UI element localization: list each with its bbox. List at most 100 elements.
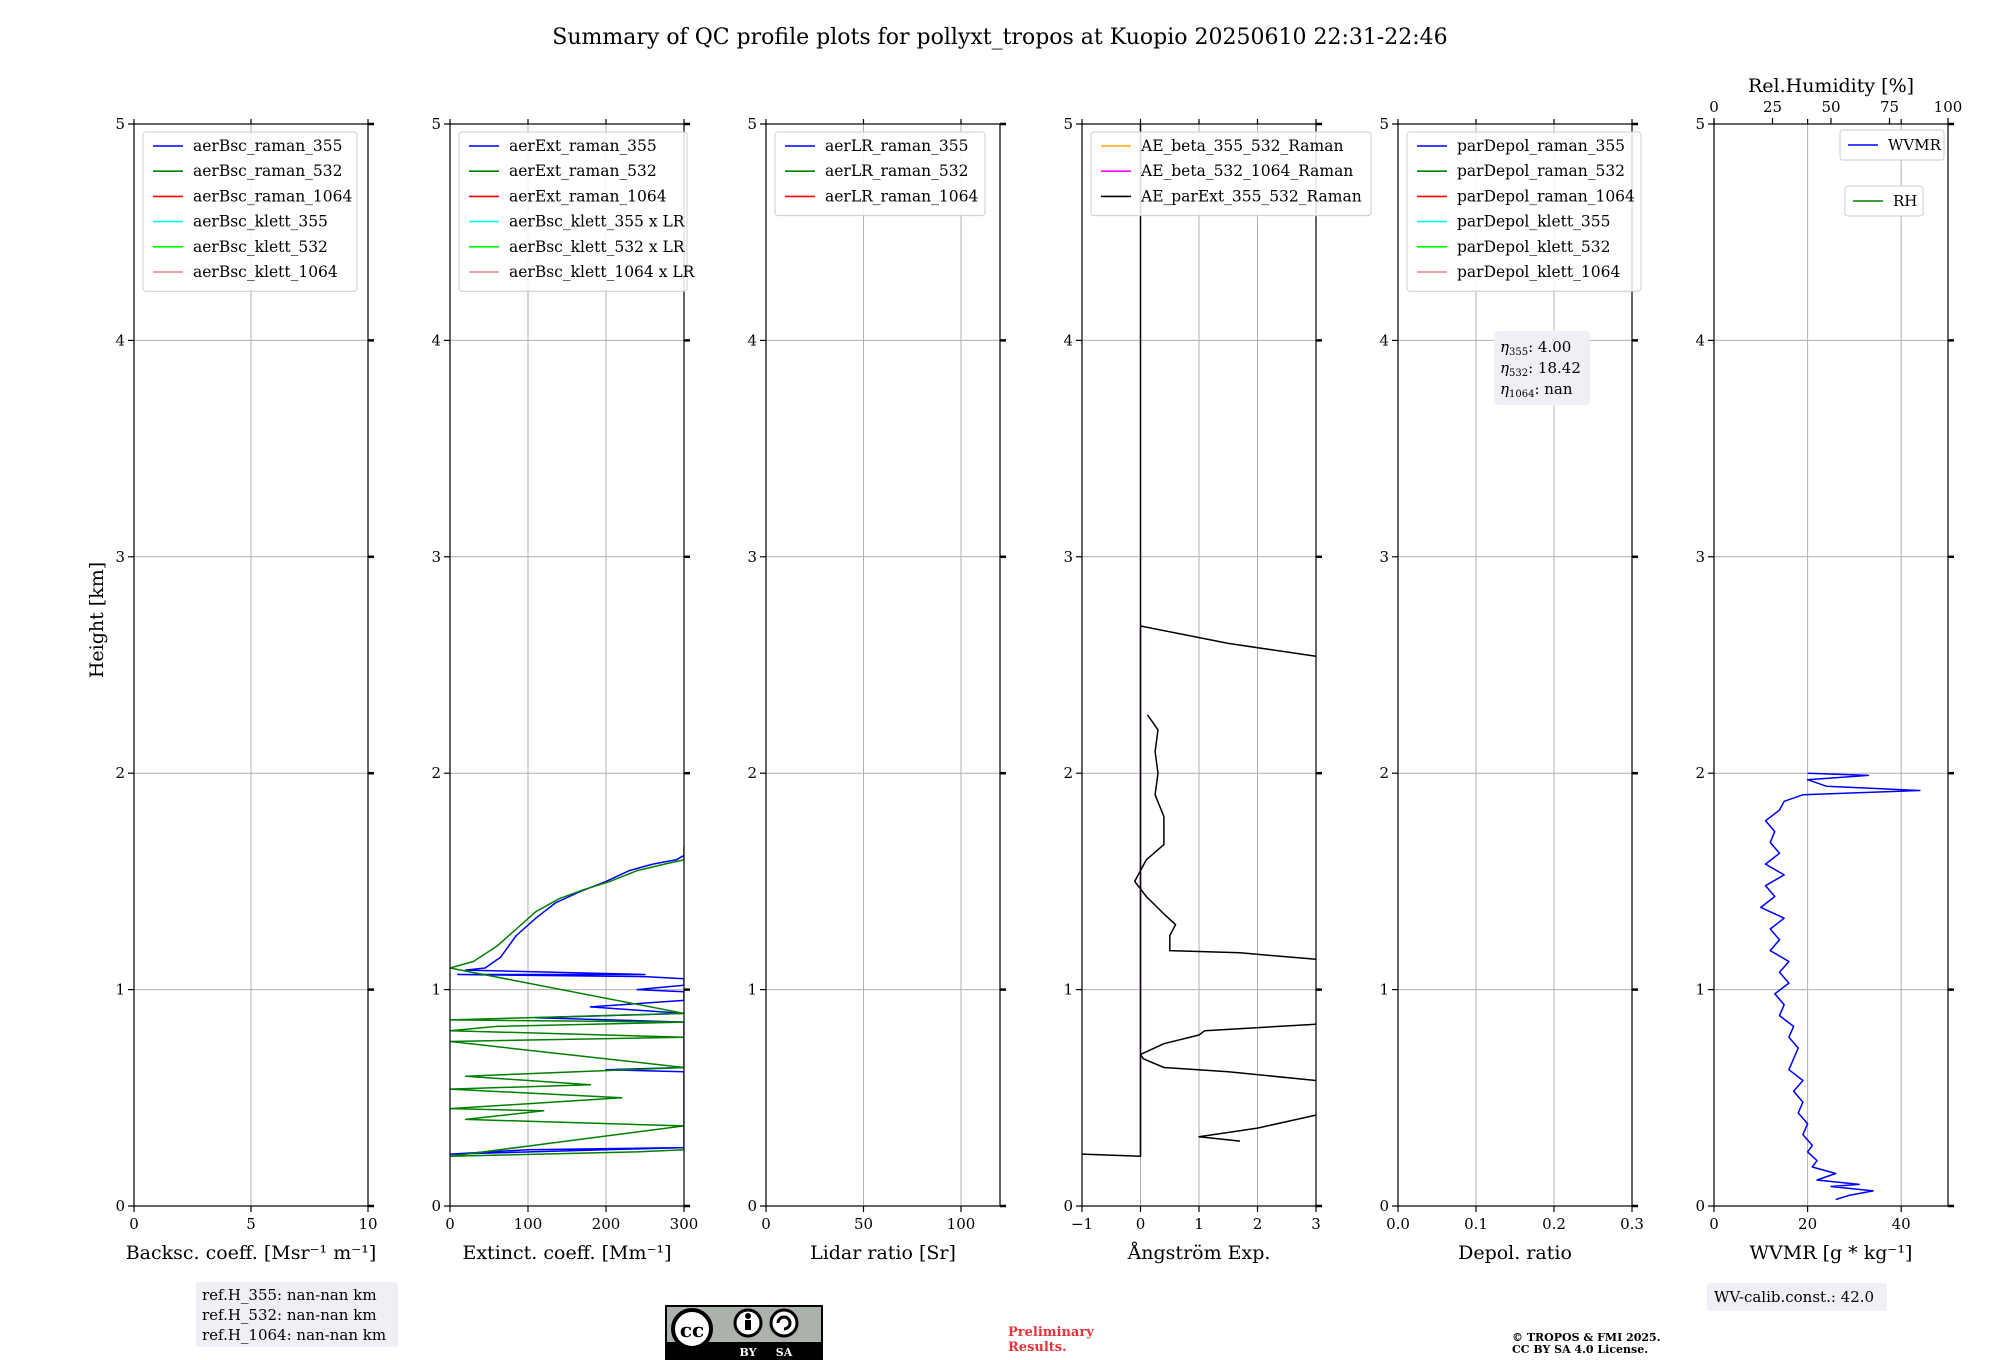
- svg-text:cc: cc: [680, 1318, 704, 1342]
- figure-title: Summary of QC profile plots for pollyxt_…: [552, 25, 1447, 50]
- rh-tick-label: 75: [1880, 98, 1899, 116]
- panel-bsc: 0 5 10 0 1 2 3 4 5 Backsc. coeff. [Msr⁻¹ m⁻¹] aerB…: [115, 115, 377, 1264]
- legend-frame: [1090, 131, 1372, 217]
- y-tick-label: 3: [1695, 548, 1705, 566]
- plot-area-depol: [1398, 124, 1632, 1206]
- x-tick-label: 100: [947, 1215, 976, 1233]
- y-tick-label: 2: [1695, 764, 1705, 782]
- x-tick-label: 0: [1136, 1215, 1146, 1233]
- ref-height-1064: ref.H_1064: nan-nan km: [202, 1326, 386, 1344]
- y-tick-label: 4: [1695, 331, 1705, 349]
- legend-label: aerBsc_klett_355 x LR: [509, 213, 686, 231]
- legend-label: aerBsc_klett_532: [193, 238, 328, 256]
- copyright-line1: © TROPOS & FMI 2025.: [1512, 1331, 1661, 1344]
- legend-label: parDepol_raman_532: [1457, 162, 1625, 180]
- x-tick-label: 10: [358, 1215, 377, 1233]
- x-axis-label-ae: Ångström Exp.: [1127, 1242, 1271, 1264]
- legend-frame: [458, 131, 688, 292]
- y-tick-label: 0: [431, 1197, 441, 1215]
- legend-label: aerBsc_klett_532 x LR: [509, 238, 686, 256]
- y-tick-label: 1: [431, 981, 441, 999]
- y-tick-label: 4: [1379, 331, 1389, 349]
- x-axis-label-lr: Lidar ratio [Sr]: [810, 1242, 956, 1264]
- ref-height-532: ref.H_532: nan-nan km: [202, 1306, 377, 1324]
- rh-tick-label: 0: [1709, 98, 1719, 116]
- legend-label: aerExt_raman_355: [509, 137, 657, 155]
- panel-depol: 0.0 0.1 0.2 0.3 0 1 2 3 4 5 Depol. ratio parDepol_r…: [1379, 115, 1643, 1264]
- y-tick-label: 1: [115, 981, 125, 999]
- legend-label: AE_parExt_355_532_Raman: [1140, 187, 1362, 205]
- legend-label: parDepol_klett_1064: [1457, 263, 1620, 281]
- axes-frame: [765, 123, 1001, 1207]
- legend-label: aerBsc_klett_1064 x LR: [509, 263, 696, 281]
- series-line-AE_parExt_355_532_Raman-b4: [1140, 625, 1316, 658]
- series-group-wv: [1760, 772, 1921, 1201]
- legend-label: AE_beta_355_532_Raman: [1140, 137, 1343, 155]
- y-tick-label: 2: [431, 764, 441, 782]
- preliminary-line1: Preliminary: [1008, 1325, 1094, 1340]
- series-line-WVMR: [1760, 772, 1921, 1201]
- x-tick-label: 3: [1311, 1215, 1321, 1233]
- legend-frame: [1406, 131, 1642, 292]
- y-tick-label: 4: [1063, 331, 1073, 349]
- legend-bsc: aerBsc_raman_355 aerBsc_raman_532 aerBsc_r…: [142, 131, 358, 292]
- y-tick-label: 0: [1695, 1197, 1705, 1215]
- y-tick-label: 0: [747, 1197, 757, 1215]
- series-line-AE_parExt_355_532_Raman: [1082, 124, 1142, 1157]
- y-tick-label: 5: [1379, 115, 1389, 133]
- rh-tick-label: 25: [1763, 98, 1782, 116]
- axes-frame: [449, 123, 685, 1207]
- legend-frame: [1844, 185, 1924, 217]
- y-tick-label: 1: [1063, 981, 1073, 999]
- x-tick-label: 1: [1194, 1215, 1204, 1233]
- y-tick-label: 3: [1063, 548, 1073, 566]
- sa-share-icon: [769, 1308, 799, 1338]
- y-tick-label: 5: [747, 115, 757, 133]
- panel-ext: 0 100 200 300 0 1 2 3 4 5 Extinct. coeff. [Mm⁻¹] ae…: [431, 115, 698, 1264]
- rh-tick-label: 50: [1821, 98, 1840, 116]
- x-tick-label: 0: [445, 1215, 455, 1233]
- cc-sa-label: SA: [776, 1346, 793, 1359]
- y-tick-label: 0: [115, 1197, 125, 1215]
- x-axis-label-ext: Extinct. coeff. [Mm⁻¹]: [462, 1242, 671, 1264]
- x-tick-label: 100: [514, 1215, 543, 1233]
- y-tick-label: 4: [115, 331, 125, 349]
- legend-label: aerExt_raman_1064: [509, 187, 667, 205]
- copyright-line2: CC BY SA 4.0 License.: [1512, 1343, 1648, 1356]
- legend-label: aerLR_raman_1064: [825, 187, 978, 205]
- y-tick-label: 1: [747, 981, 757, 999]
- x-tick-label: 0: [129, 1215, 139, 1233]
- x-tick-label: −1: [1071, 1215, 1093, 1233]
- x-tick-label: 0.1: [1464, 1215, 1488, 1233]
- cc-license-badge: cc BY SA: [665, 1305, 823, 1360]
- series-line-AE_parExt_355_532_Raman-b3: [1133, 714, 1316, 961]
- y-tick-label: 1: [1379, 981, 1389, 999]
- legend-label: RH: [1893, 192, 1917, 210]
- y-axis-label: Height [km]: [86, 562, 108, 678]
- x-tick-label: 2: [1253, 1215, 1263, 1233]
- y-tick-label: 3: [1379, 548, 1389, 566]
- y-tick-label: 0: [1063, 1197, 1073, 1215]
- legend-RH: RH: [1844, 185, 1924, 217]
- y-tick-label: 4: [747, 331, 757, 349]
- legend-WVMR: WVMR: [1839, 129, 1945, 161]
- cc-by-label: BY: [740, 1346, 757, 1359]
- legend-label: aerExt_raman_532: [509, 162, 657, 180]
- legend-frame: [774, 131, 986, 217]
- eta-line: η1064: nan: [1500, 380, 1573, 400]
- x-tick-label: 0.0: [1386, 1215, 1410, 1233]
- x-tick-label: 300: [670, 1215, 699, 1233]
- legend-label: parDepol_raman_1064: [1457, 187, 1635, 205]
- ref-height-355: ref.H_355: nan-nan km: [202, 1286, 377, 1304]
- legend-label: aerBsc_raman_355: [193, 137, 343, 155]
- y-tick-label: 3: [747, 548, 757, 566]
- y-tick-label: 3: [431, 548, 441, 566]
- panel-lr: 0 50 100 0 1 2 3 4 5 Lidar ratio [Sr] aerLR_raman_…: [747, 115, 1006, 1264]
- y-tick-label: 2: [1063, 764, 1073, 782]
- legend-lr: aerLR_raman_355 aerLR_raman_532 aerLR_rama…: [774, 131, 986, 217]
- legend-label: parDepol_klett_355: [1457, 213, 1610, 231]
- y-tick-label: 0: [1379, 1197, 1389, 1215]
- legend-label: WVMR: [1888, 136, 1942, 154]
- legend-label: aerBsc_klett_355: [193, 213, 328, 231]
